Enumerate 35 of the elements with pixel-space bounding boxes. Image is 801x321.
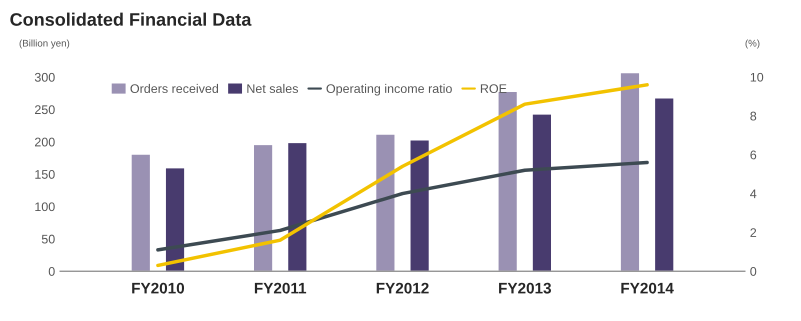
y2-tick-label: 2 bbox=[750, 228, 756, 237]
y-axis-title: (Billion yen) bbox=[20, 40, 70, 49]
y-tick-label: 100 bbox=[35, 202, 55, 212]
x-tick-label: FY2013 bbox=[499, 282, 551, 294]
bar bbox=[252, 144, 274, 272]
bar bbox=[619, 72, 640, 272]
y2-axis-title: (%) bbox=[746, 40, 760, 49]
y-tick-label: 50 bbox=[42, 234, 55, 244]
y2-tick-label: 10 bbox=[750, 72, 764, 82]
x-tick-label: FY2010 bbox=[132, 282, 184, 294]
y-tick-label: 300 bbox=[34, 72, 55, 82]
y-tick-label: 150 bbox=[35, 170, 55, 179]
line-series bbox=[156, 160, 649, 252]
y-tick-label: 250 bbox=[34, 105, 55, 114]
legend-label: ROE bbox=[480, 84, 506, 94]
bar bbox=[654, 97, 675, 272]
bar bbox=[374, 133, 396, 272]
bar bbox=[130, 153, 152, 272]
chart-title: Consolidated Financial Data bbox=[10, 12, 252, 26]
bar bbox=[531, 113, 552, 272]
legend-label: Orders received bbox=[130, 84, 218, 94]
bar bbox=[409, 139, 430, 272]
x-tick-label: FY2012 bbox=[376, 282, 429, 294]
y2-tick-label: 4 bbox=[750, 189, 756, 198]
x-tick-label: FY2011 bbox=[254, 282, 306, 294]
y2-tick-label: 6 bbox=[750, 150, 756, 160]
bar bbox=[286, 142, 308, 272]
legend-label: Operating income ratio bbox=[326, 84, 452, 96]
legend-label: Net sales bbox=[247, 84, 298, 94]
x-tick-label: FY2014 bbox=[621, 282, 674, 294]
y2-tick-label: 8 bbox=[750, 112, 756, 121]
bar bbox=[164, 167, 186, 272]
y2-tick-label: 0 bbox=[750, 267, 756, 276]
y-tick-label: 0 bbox=[48, 267, 55, 276]
y-tick-label: 200 bbox=[34, 138, 55, 146]
